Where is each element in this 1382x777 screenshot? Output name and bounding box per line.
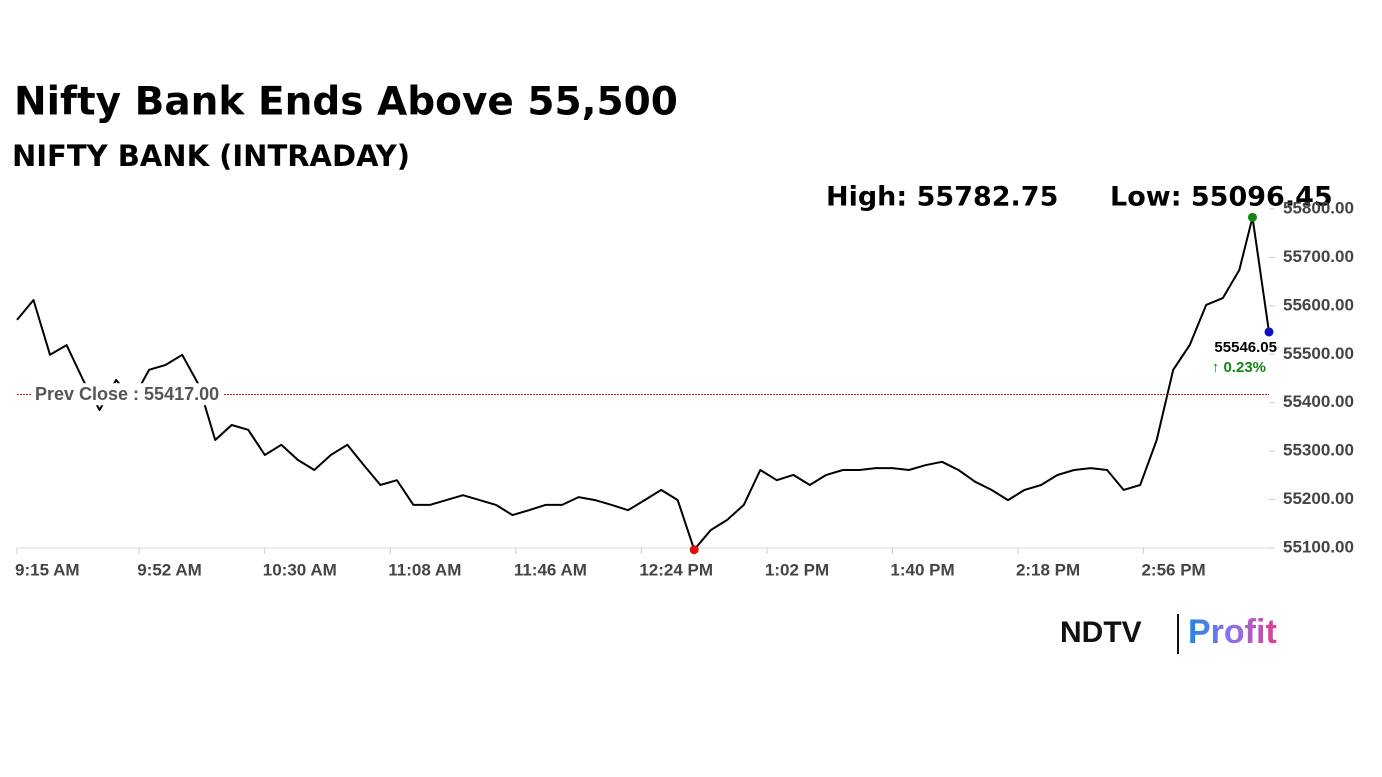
logo-right: Profit: [1188, 613, 1277, 651]
y-tick-label: 55200.00: [1283, 489, 1354, 508]
chart-title: Nifty Bank Ends Above 55,500: [14, 80, 678, 125]
high-marker: [1247, 212, 1257, 222]
x-tick-label: 2:56 PM: [1141, 560, 1205, 579]
y-tick-label: 55800.00: [1283, 198, 1354, 217]
x-tick-label: 1:02 PM: [765, 560, 829, 579]
chart-subtitle: NIFTY BANK (INTRADAY): [12, 139, 410, 173]
y-tick-label: 55400.00: [1283, 392, 1354, 411]
x-tick-label: 1:40 PM: [890, 560, 954, 579]
y-tick-label: 55300.00: [1283, 441, 1354, 460]
y-tick-label: 55500.00: [1283, 344, 1354, 363]
x-tick-label: 2:18 PM: [1016, 560, 1080, 579]
y-tick-label: 55700.00: [1283, 247, 1354, 266]
change-label: ↑ 0.23%: [1212, 359, 1266, 376]
low-marker: [689, 545, 699, 555]
prev-close-label: Prev Close : 55417.00: [35, 384, 219, 404]
logo-left: NDTV: [1060, 616, 1142, 649]
x-tick-label: 10:30 AM: [263, 560, 337, 579]
high-label: High: 55782.75: [826, 182, 1058, 213]
x-tick-label: 9:15 AM: [15, 560, 80, 579]
y-tick-label: 55600.00: [1283, 295, 1354, 314]
x-tick-label: 12:24 PM: [639, 560, 713, 579]
y-tick-label: 55100.00: [1283, 537, 1354, 556]
x-tick-label: 11:08 AM: [388, 560, 461, 579]
last-value-label: 55546.05: [1214, 339, 1277, 356]
logo: NDTV Profit: [1060, 613, 1277, 654]
price-line: [16, 216, 1270, 551]
x-tick-label: 11:46 AM: [514, 560, 587, 579]
last-marker: [1264, 327, 1274, 337]
prev-close-label-bg: [31, 383, 224, 406]
x-tick-label: 9:52 AM: [137, 560, 202, 579]
low-label: Low: 55096.45: [1110, 182, 1333, 213]
